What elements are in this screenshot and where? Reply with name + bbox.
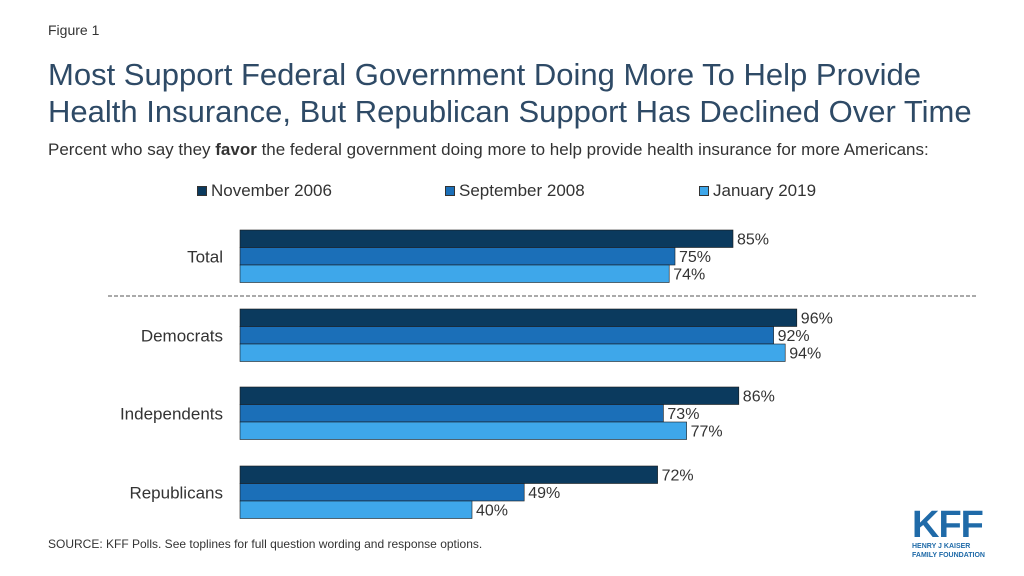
logo-line-2: FAMILY FOUNDATION (912, 552, 985, 559)
data-label-democrats-september-2008: 92% (778, 328, 810, 345)
bar-republicans-september-2008 (239, 483, 525, 502)
data-label-total-november-2006: 85% (737, 232, 769, 249)
data-label-independents-november-2006: 86% (743, 389, 775, 406)
data-label-independents-january-2019: 77% (691, 424, 723, 441)
bar-democrats-september-2008 (239, 326, 774, 345)
bar-independents-november-2006 (239, 386, 740, 405)
figure-label: Figure 1 (48, 22, 100, 38)
bar-total-september-2008 (239, 247, 676, 266)
legend: November 2006 September 2008 January 201… (0, 181, 1024, 203)
source-note: SOURCE: KFF Polls. See toplines for full… (48, 537, 483, 551)
category-label-republicans: Republicans (129, 483, 223, 502)
legend-label-nov2006: November 2006 (211, 181, 332, 200)
logo-mark: KFF (912, 504, 984, 546)
legend-swatch-jan2019 (699, 186, 709, 196)
kff-logo: KFF HENRY J KAISER FAMILY FOUNDATION (912, 504, 992, 560)
legend-item-nov2006: November 2006 (197, 181, 332, 201)
bar-total-november-2006 (239, 229, 734, 248)
data-label-democrats-january-2019: 94% (789, 346, 821, 363)
legend-label-jan2019: January 2019 (713, 181, 817, 200)
legend-swatch-nov2006 (197, 186, 207, 196)
logo-line-1: HENRY J KAISER (912, 543, 971, 550)
category-label-independents: Independents (120, 404, 223, 423)
category-label-democrats: Democrats (141, 326, 223, 345)
legend-item-jan2019: January 2019 (699, 181, 816, 201)
legend-item-sep2008: September 2008 (445, 181, 585, 201)
chart-title: Most Support Federal Government Doing Mo… (48, 57, 972, 129)
bar-democrats-november-2006 (239, 308, 798, 327)
bar-republicans-november-2006 (239, 465, 658, 484)
data-label-republicans-november-2006: 72% (662, 468, 694, 485)
data-label-total-january-2019: 74% (673, 267, 705, 284)
legend-swatch-sep2008 (445, 186, 455, 196)
subtitle-text-before: Percent who say they (48, 140, 216, 159)
chart-subtitle: Percent who say they favor the federal g… (48, 139, 988, 160)
legend-label-sep2008: September 2008 (459, 181, 585, 200)
bar-democrats-january-2019 (239, 343, 786, 362)
bar-total-january-2019 (239, 264, 670, 283)
data-label-independents-september-2008: 73% (667, 406, 699, 423)
data-label-republicans-january-2019: 40% (476, 503, 508, 520)
bar-republicans-january-2019 (239, 500, 473, 519)
bar-independents-september-2008 (239, 404, 664, 423)
category-label-total: Total (187, 247, 223, 266)
data-label-republicans-september-2008: 49% (528, 485, 560, 502)
subtitle-text-after: the federal government doing more to hel… (256, 140, 929, 159)
data-label-democrats-november-2006: 96% (801, 311, 833, 328)
subtitle-bold: favor (215, 140, 257, 159)
bar-independents-january-2019 (239, 421, 687, 440)
data-label-total-september-2008: 75% (679, 249, 711, 266)
